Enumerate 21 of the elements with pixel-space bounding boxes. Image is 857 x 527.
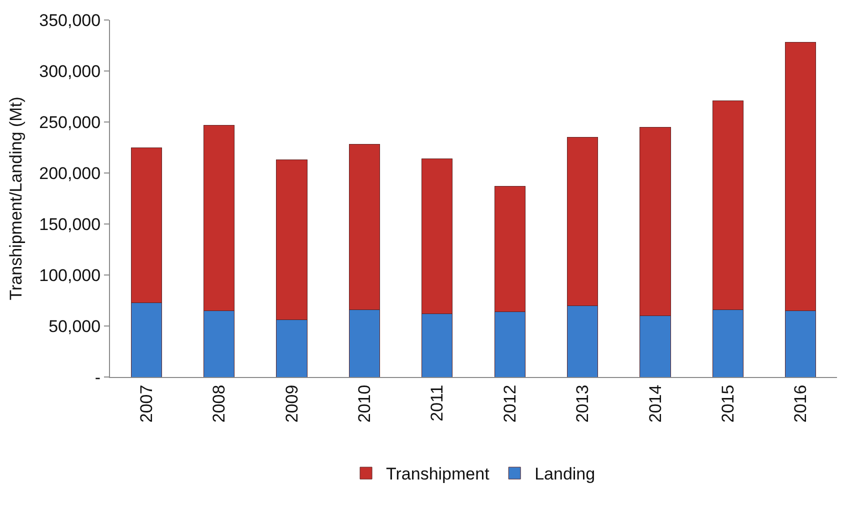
x-tick-label: 2016 (791, 384, 810, 423)
x-tick-label: 2010 (354, 384, 374, 423)
x-tick-label: 2007 (136, 384, 156, 423)
x-tick-label: 2008 (210, 384, 229, 423)
y-tick-label: 100,000 (39, 266, 101, 285)
y-tick-label: 50,000 (48, 316, 101, 336)
y-axis-title: Transhipment/Landing (Mt) (6, 96, 26, 300)
y-tick-label: - (94, 368, 101, 387)
y-tick-label: 350,000 (39, 10, 101, 30)
y-tick-label: 250,000 (39, 112, 101, 132)
x-tick-label: 2012 (500, 384, 520, 423)
legend-label: Landing (534, 464, 596, 484)
x-tick-label: 2014 (646, 384, 665, 423)
x-tick-label: 2013 (573, 384, 592, 423)
legend-label: Transhipment (386, 464, 490, 484)
y-tick-label: 200,000 (39, 164, 101, 183)
x-tick-label: 2015 (718, 384, 738, 423)
y-tick-label: 300,000 (39, 62, 101, 81)
x-tick-label: 2009 (282, 384, 302, 423)
x-tick-label: 2011 (428, 384, 447, 422)
y-tick-label: 150,000 (39, 214, 101, 234)
